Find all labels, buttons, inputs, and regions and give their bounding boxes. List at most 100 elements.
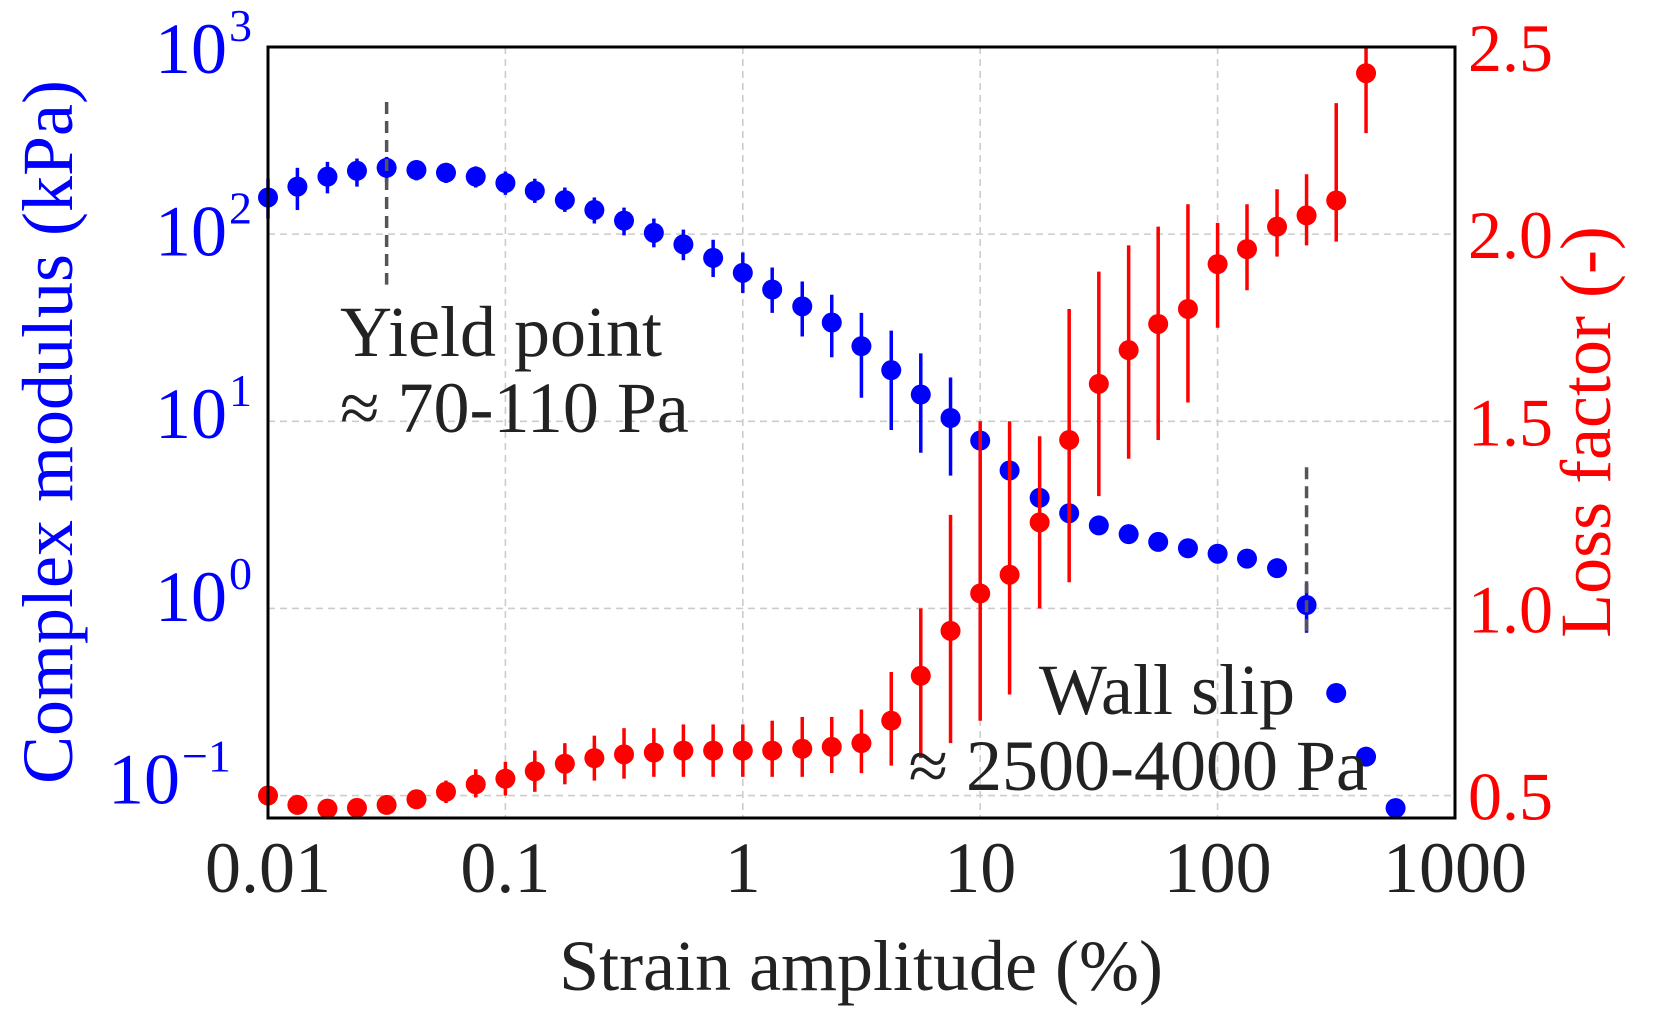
left-axis-title: Complex modulus (kPa)	[8, 80, 88, 784]
modulus-point	[1148, 531, 1169, 552]
loss-point	[1237, 239, 1258, 260]
modulus-point	[1237, 548, 1258, 569]
right-tick-label: 0.5	[1468, 759, 1553, 835]
loss-point	[1296, 205, 1317, 226]
loss-point	[524, 761, 545, 782]
x-axis-title: Strain amplitude (%)	[559, 926, 1163, 1006]
loss-point	[643, 742, 664, 763]
loss-point	[1059, 429, 1080, 450]
loss-point	[851, 733, 872, 754]
modulus-point	[1385, 798, 1406, 819]
modulus-point	[881, 360, 902, 381]
left-tick-exponent: −1	[182, 730, 231, 781]
loss-point	[1148, 313, 1169, 334]
left-tick-exponent: 3	[229, 0, 252, 51]
left-tick-label: 10 0	[155, 548, 252, 637]
left-tick-base: 10	[155, 9, 227, 89]
left-tick-label: 10 3	[155, 0, 252, 89]
loss-point	[1029, 512, 1050, 533]
x-tick-label: 10	[944, 828, 1016, 908]
modulus-point	[821, 312, 842, 333]
loss-point	[910, 665, 931, 686]
loss-point	[792, 738, 813, 759]
x-tick-label: 1000	[1383, 828, 1527, 908]
modulus-point	[1356, 746, 1377, 767]
loss-point	[970, 583, 991, 604]
modulus-point	[495, 173, 516, 194]
left-tick-exponent: 0	[229, 548, 252, 599]
loss-point	[465, 774, 486, 795]
modulus-point	[317, 166, 338, 187]
modulus-point	[732, 262, 753, 283]
left-tick-base: 10	[155, 374, 227, 454]
loss-point	[1267, 216, 1288, 237]
loss-point	[495, 768, 516, 789]
x-tick-label: 0.01	[205, 828, 331, 908]
plot-frame	[266, 45, 1457, 820]
modulus-point	[1177, 538, 1198, 559]
right-tick-label: 2.5	[1468, 10, 1553, 86]
right-tick-label: 2.0	[1468, 197, 1553, 273]
loss-point	[435, 781, 456, 802]
modulus-point	[762, 279, 783, 300]
x-tick-label: 0.1	[460, 828, 550, 908]
modulus-point	[465, 166, 486, 187]
loss-point	[703, 740, 724, 761]
wall-slip-label: Wall slip	[1039, 650, 1295, 730]
loss-point	[317, 798, 338, 819]
modulus-point	[643, 222, 664, 243]
loss-point	[346, 797, 367, 818]
loss-point	[999, 564, 1020, 585]
loss-point	[1356, 63, 1377, 84]
left-tick-base: 10	[108, 739, 180, 819]
yield-point-label: Yield point	[340, 292, 662, 372]
modulus-point	[1207, 543, 1228, 564]
grid-lines	[268, 47, 1455, 818]
x-tick-label: 100	[1164, 828, 1272, 908]
loss-point	[821, 736, 842, 757]
annotations: Yield point≈ 70-110 Pa Wall slip≈ 2500-40…	[340, 101, 1368, 806]
loss-point	[406, 789, 427, 810]
left-tick-base: 10	[155, 557, 227, 637]
loss-point	[940, 620, 961, 641]
modulus-point	[792, 296, 813, 317]
left-tick-label: 10 1	[155, 365, 252, 454]
loss-point	[614, 744, 635, 765]
left-tick-base: 10	[155, 192, 227, 272]
loss-point	[376, 794, 397, 815]
modulus-point	[614, 210, 635, 231]
loss-point	[1118, 340, 1139, 361]
x-tick-label: 1	[725, 828, 761, 908]
left-tick-label: 10 −1	[108, 730, 231, 819]
modulus-point	[940, 407, 961, 428]
right-tick-label: 1.0	[1468, 571, 1553, 647]
loss-point	[554, 753, 575, 774]
modulus-point	[346, 160, 367, 181]
modulus-point	[1118, 524, 1139, 545]
modulus-point	[524, 180, 545, 201]
data-series	[258, 47, 1406, 819]
left-tick-label: 10 2	[155, 183, 252, 272]
right-tick-label: 1.5	[1468, 384, 1553, 460]
x-axis-ticks: 0.01 0.1 1 10 100 1000	[205, 828, 1527, 908]
loss-point	[1177, 298, 1198, 319]
loss-point	[584, 748, 605, 769]
modulus-point	[435, 162, 456, 183]
modulus-point	[554, 190, 575, 211]
modulus-point	[703, 247, 724, 268]
yield-point-range: ≈ 70-110 Pa	[340, 368, 689, 448]
modulus-point	[673, 234, 694, 255]
modulus-point	[1267, 558, 1288, 579]
loss-point	[1207, 254, 1228, 275]
series-loss-factor	[258, 47, 1377, 819]
loss-point	[287, 794, 308, 815]
modulus-point	[584, 200, 605, 221]
loss-point	[673, 740, 694, 761]
modulus-point	[406, 160, 427, 181]
left-tick-exponent: 1	[229, 365, 252, 416]
loss-point	[881, 710, 902, 731]
left-tick-exponent: 2	[229, 183, 252, 234]
modulus-point	[910, 384, 931, 405]
